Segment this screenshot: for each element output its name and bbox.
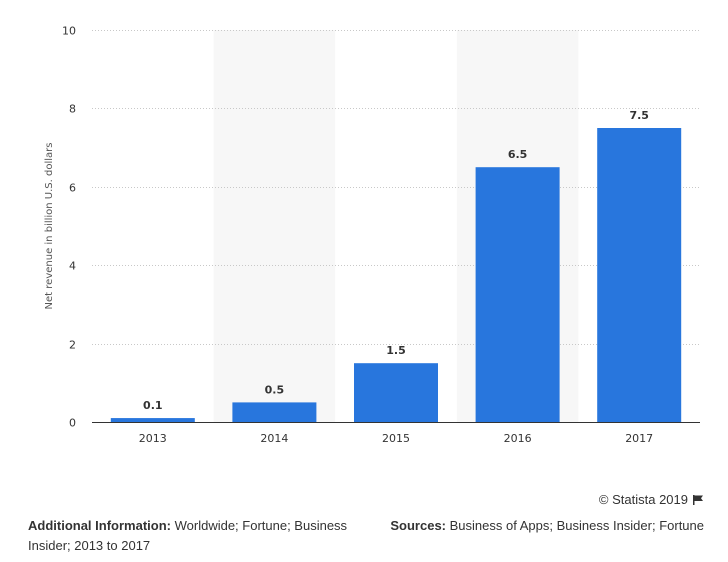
x-axis-ticks: 2013 2014 2015 2016 2017	[139, 432, 653, 445]
additional-info-label: Additional Information:	[28, 518, 171, 533]
y-tick-label: 2	[69, 339, 76, 352]
sources-label: Sources:	[390, 518, 447, 533]
bar-2016[interactable]	[475, 167, 560, 422]
y-tick-label: 0	[69, 417, 76, 430]
bar-2015[interactable]	[354, 363, 438, 422]
x-tick-label-2014: 2014	[260, 432, 288, 445]
bar-chart: 0 2 4 6 8 10 0.1 0.5 1.5 6.5 7.5 2013 2014 2015 2016…	[44, 25, 700, 445]
value-label-2016: 6.5	[508, 148, 528, 161]
bar-2013[interactable]	[110, 418, 195, 422]
band-2014	[213, 30, 336, 422]
bars	[110, 128, 682, 422]
flag-icon	[693, 494, 703, 505]
additional-info-text: Worldwide; Fortune; Business Insider; 20…	[28, 518, 348, 553]
statista-credit[interactable]: © Statista 2019	[599, 492, 704, 507]
y-tick-label: 8	[69, 103, 76, 116]
value-label-2013: 0.1	[143, 399, 163, 412]
value-label-2014: 0.5	[265, 383, 285, 396]
value-labels: 0.1 0.5 1.5 6.5 7.5	[143, 109, 649, 412]
x-tick-label-2015: 2015	[382, 432, 410, 445]
credit-text: © Statista 2019	[598, 492, 688, 507]
y-tick-label: 4	[69, 260, 76, 273]
x-tick-label-2016: 2016	[504, 432, 532, 445]
value-label-2015: 1.5	[386, 344, 406, 357]
additional-information: Additional Information: Worldwide; Fortu…	[28, 516, 348, 556]
x-tick-label-2017: 2017	[625, 432, 653, 445]
gridlines	[92, 30, 700, 345]
value-label-2017: 7.5	[629, 109, 649, 122]
bar-2017[interactable]	[597, 128, 682, 422]
sources: Sources: Business of Apps; Business Insi…	[390, 516, 704, 536]
sources-text: Business of Apps; Business Insider; Fort…	[449, 518, 704, 533]
y-axis-title: Net revenue in billion U.S. dollars	[44, 143, 55, 310]
y-tick-label: 10	[62, 25, 76, 38]
y-axis-ticks: 0 2 4 6 8 10	[62, 25, 76, 430]
x-tick-label-2013: 2013	[139, 432, 167, 445]
bar-2014[interactable]	[232, 402, 317, 422]
y-tick-label: 6	[69, 182, 76, 195]
